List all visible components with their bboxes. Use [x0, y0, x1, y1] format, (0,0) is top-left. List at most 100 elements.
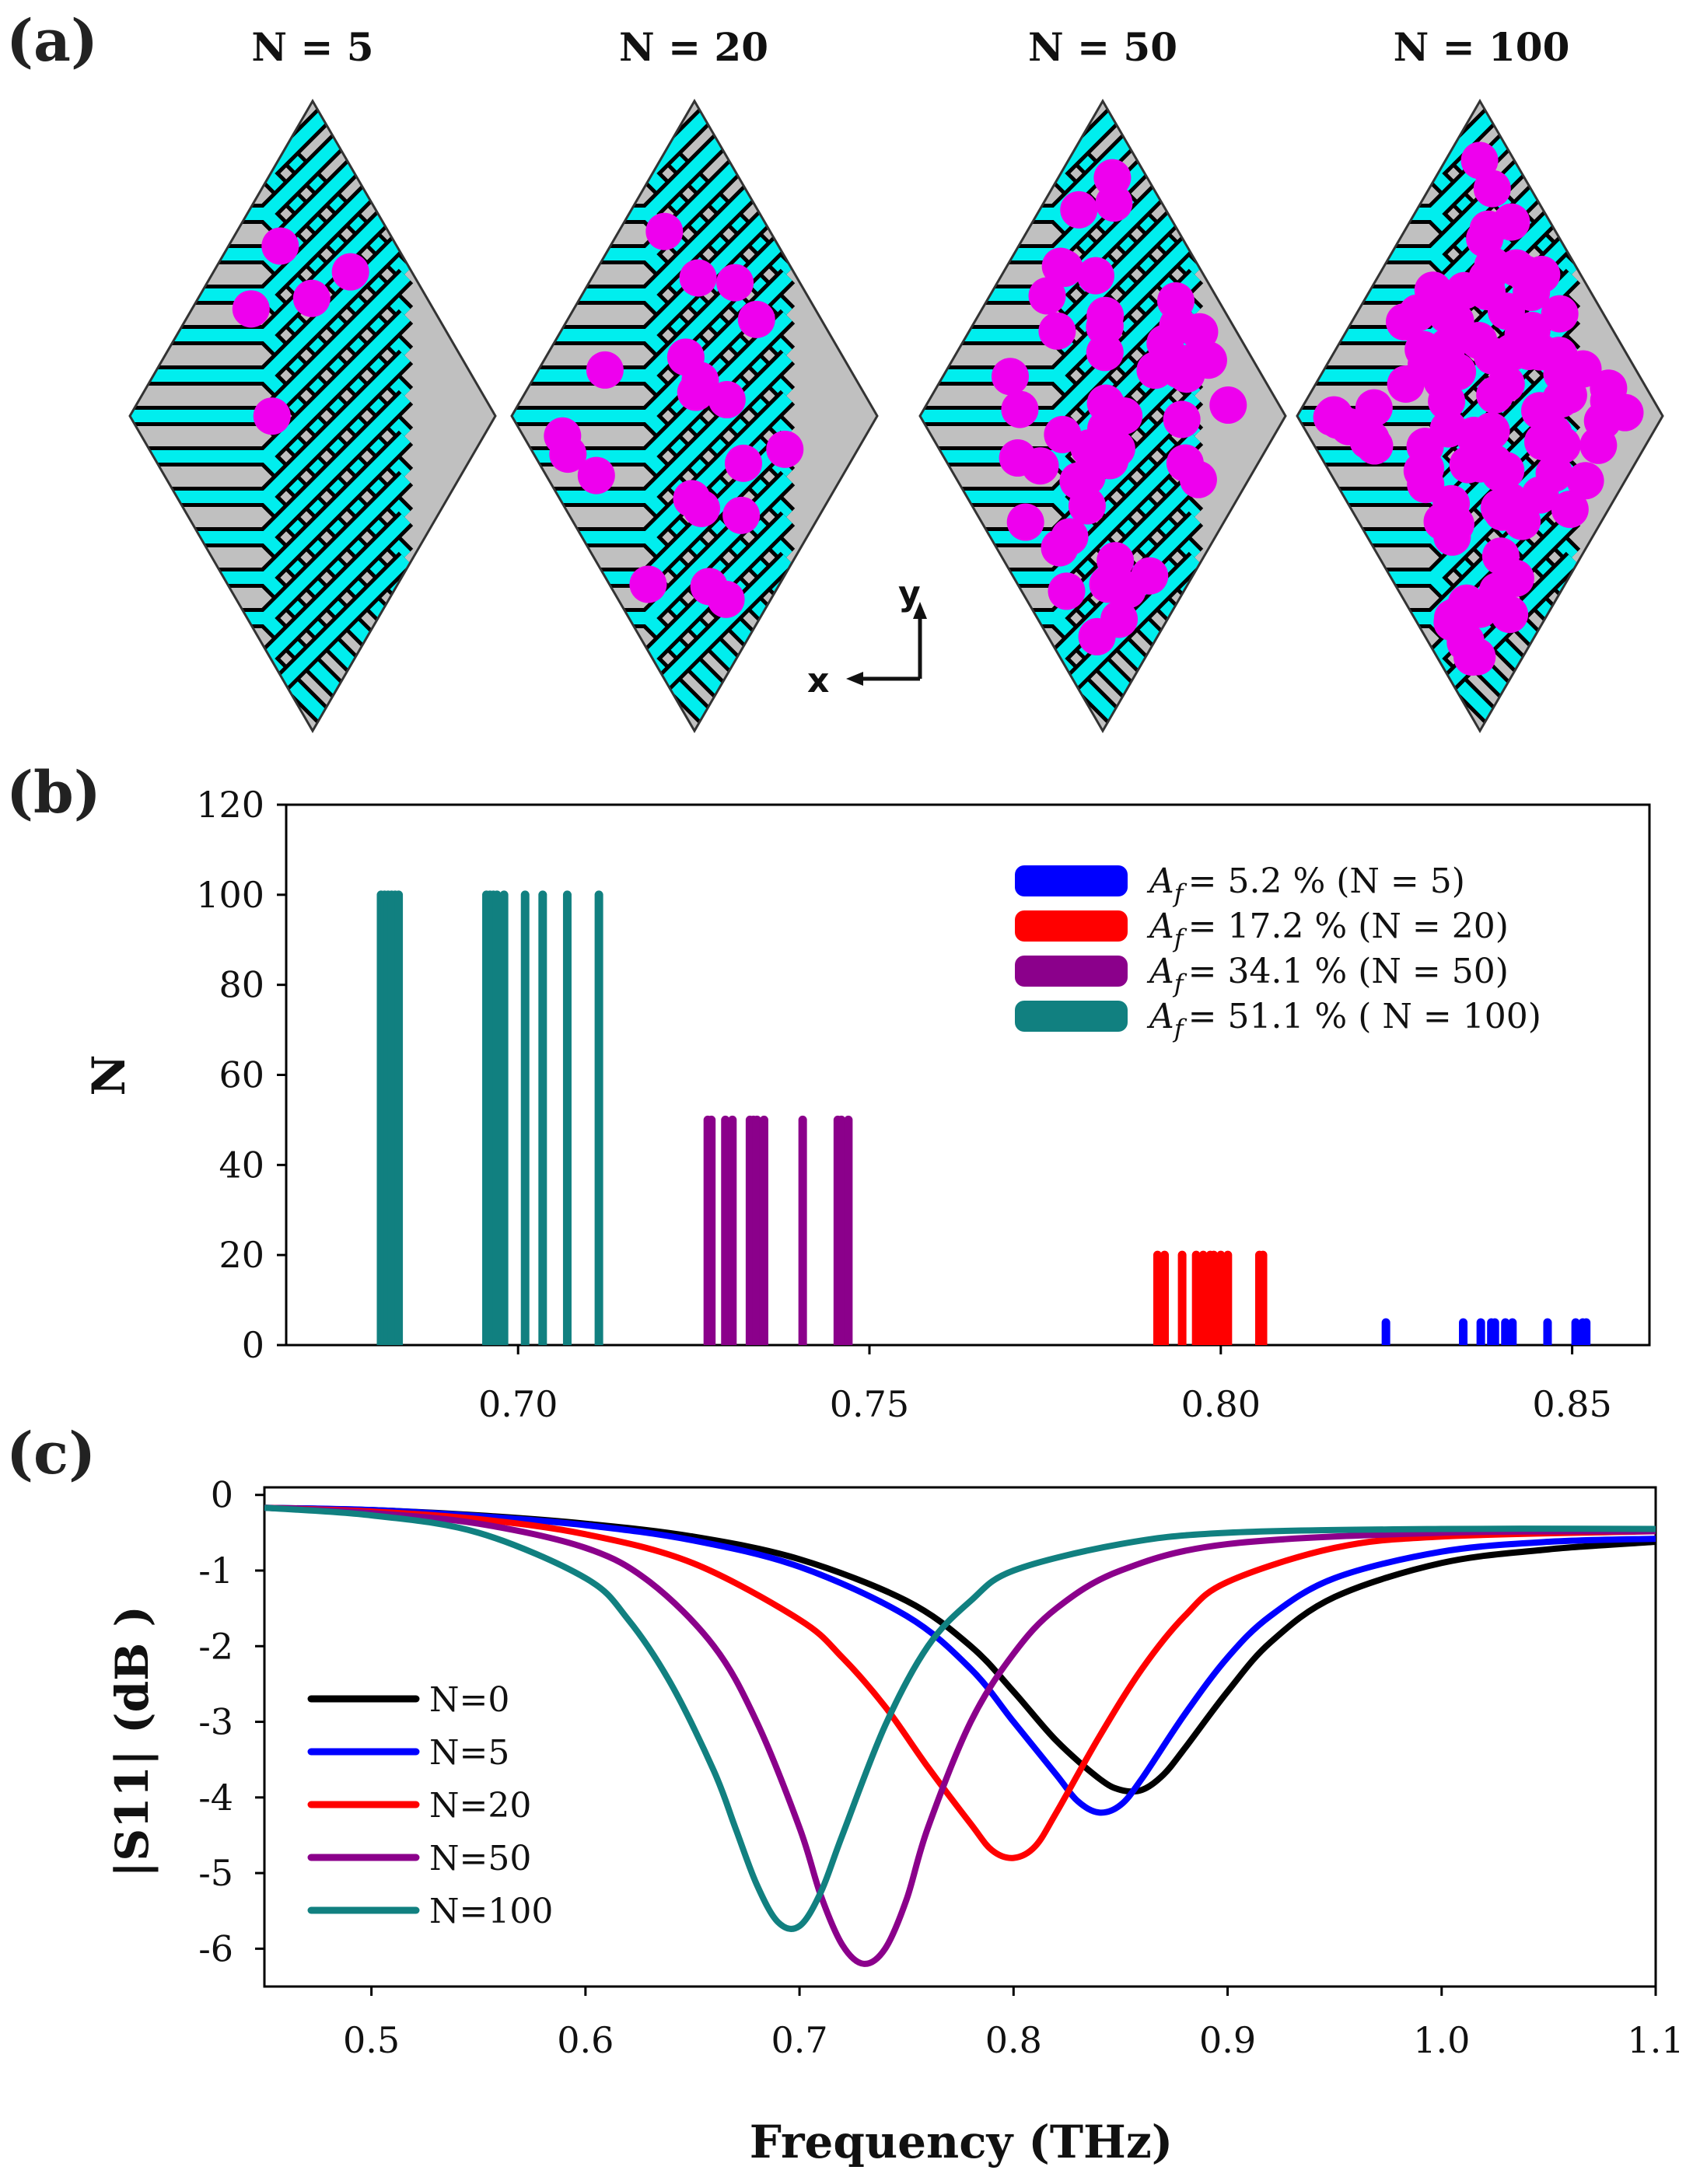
droplet [1540, 337, 1578, 375]
y-tick-label: 100 [196, 874, 264, 916]
droplet [292, 279, 331, 317]
droplet [232, 290, 270, 328]
diagram-title-3: N = 50 [1028, 24, 1177, 70]
series-line-N-50 [264, 1504, 1656, 1967]
droplet [1044, 415, 1082, 453]
legend-label-N-20: N=20 [429, 1786, 531, 1826]
y-tick-label: 0 [211, 1474, 233, 1516]
droplet [1189, 341, 1227, 379]
droplet [1566, 462, 1604, 500]
series-line-N-100 [264, 1504, 1656, 1932]
droplet [666, 338, 705, 376]
x-tick-label: 0.8 [985, 2019, 1042, 2061]
x-tick-label: 0.75 [830, 1383, 909, 1425]
x-tick-label: 0.9 [1199, 2019, 1256, 2061]
droplet [549, 435, 587, 473]
droplet [690, 568, 728, 606]
y-tick-label: 80 [219, 964, 264, 1006]
droplet [1436, 505, 1474, 543]
y-tick-label: 20 [219, 1234, 264, 1276]
droplet [1100, 600, 1139, 638]
diagram-outline [510, 99, 879, 733]
droplet [1179, 460, 1217, 498]
chart-c-x-axis-title: Frequency (THz) [750, 2116, 1173, 2168]
droplet [1449, 446, 1487, 484]
droplet [1086, 334, 1124, 372]
droplet [1551, 491, 1589, 529]
diagram-title-2: N = 20 [619, 24, 768, 70]
droplet [1028, 277, 1066, 315]
panel-label-a: (a) [6, 8, 98, 75]
droplet [679, 259, 717, 297]
y-tick-label: -6 [198, 1927, 233, 1969]
x-tick-label: 0.85 [1532, 1383, 1611, 1425]
series-line-N-20 [264, 1504, 1656, 1861]
droplet [577, 456, 615, 494]
droplet [1458, 638, 1496, 676]
droplet [1541, 295, 1579, 333]
droplet [1157, 282, 1195, 320]
droplet [261, 227, 299, 265]
droplet [722, 496, 761, 534]
droplet [1209, 386, 1247, 425]
droplet [737, 300, 775, 338]
droplet [1439, 353, 1477, 391]
legend-label-N20: Af = 17.2 % (N = 20) [1146, 907, 1509, 953]
droplet [1076, 257, 1114, 295]
droplet [1163, 400, 1201, 439]
droplet [1146, 324, 1184, 362]
legend-swatch-N100 [1015, 1001, 1128, 1032]
axis-label-x: x [807, 661, 829, 701]
droplet [1048, 572, 1086, 610]
droplet [1068, 487, 1106, 525]
droplet [1521, 476, 1559, 514]
droplet [1086, 307, 1124, 345]
x-tick-label: 0.7 [771, 2019, 827, 2061]
legend-swatch-N5 [1015, 865, 1128, 896]
diagram-3 [918, 99, 1287, 733]
diagram-title-4: N = 100 [1394, 24, 1570, 70]
droplet [253, 397, 291, 435]
droplet [716, 264, 754, 302]
droplet [1105, 397, 1143, 435]
diagram-title-1: N = 5 [251, 24, 373, 70]
diagram-outline [1296, 99, 1664, 733]
droplet [1001, 390, 1039, 428]
droplet [1418, 284, 1456, 322]
legend-label-N50: Af = 34.1 % (N = 50) [1146, 952, 1509, 998]
droplet [331, 253, 369, 291]
droplet [1474, 246, 1512, 285]
chart-c: 0 -1 -2 -3 -4 -5 -6 0.5 0.6 0.7 0.8 0.9 1.0 1.1 |S11… [106, 1474, 1684, 2168]
x-tick-label: 1.1 [1627, 2019, 1684, 2061]
droplet [1387, 365, 1425, 404]
droplet [1089, 565, 1127, 603]
droplet [1487, 292, 1525, 330]
droplet [1460, 142, 1499, 180]
droplet [1352, 420, 1390, 458]
droplet [1131, 557, 1169, 595]
diagram-outline [128, 99, 497, 733]
droplet [1487, 365, 1525, 403]
legend-label-N-100: N=100 [429, 1892, 553, 1931]
droplet [645, 212, 684, 250]
chart-b-y-axis-title: N [82, 1054, 135, 1095]
droplet [1447, 584, 1485, 622]
legend-label-N-0: N=0 [429, 1680, 509, 1720]
legend-label-N-5: N=5 [429, 1733, 509, 1773]
x-tick-label: 0.80 [1181, 1383, 1261, 1425]
x-tick-label: 1.0 [1413, 2019, 1470, 2061]
droplet [1181, 313, 1219, 351]
y-tick-label: 120 [196, 784, 264, 826]
chart-c-legend: N=0 N=5 N=20 N=50 N=100 [307, 1680, 553, 1931]
droplet [708, 381, 746, 419]
droplet [725, 444, 763, 482]
y-tick-label: 0 [242, 1324, 264, 1366]
droplet [1038, 312, 1076, 350]
droplet [1313, 398, 1351, 436]
diagram-2 [510, 99, 879, 733]
diagram-outline [918, 99, 1287, 733]
legend-label-N5: Af = 5.2 % (N = 5) [1146, 861, 1465, 908]
legend-swatch-N50 [1015, 956, 1128, 987]
droplet [673, 480, 711, 518]
y-tick-label: 60 [219, 1054, 264, 1096]
